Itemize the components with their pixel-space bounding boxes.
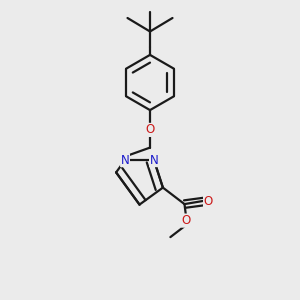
Text: N: N xyxy=(150,154,158,166)
Text: O: O xyxy=(182,214,190,227)
Text: O: O xyxy=(204,195,213,208)
Text: O: O xyxy=(146,123,154,136)
Text: N: N xyxy=(121,154,129,166)
